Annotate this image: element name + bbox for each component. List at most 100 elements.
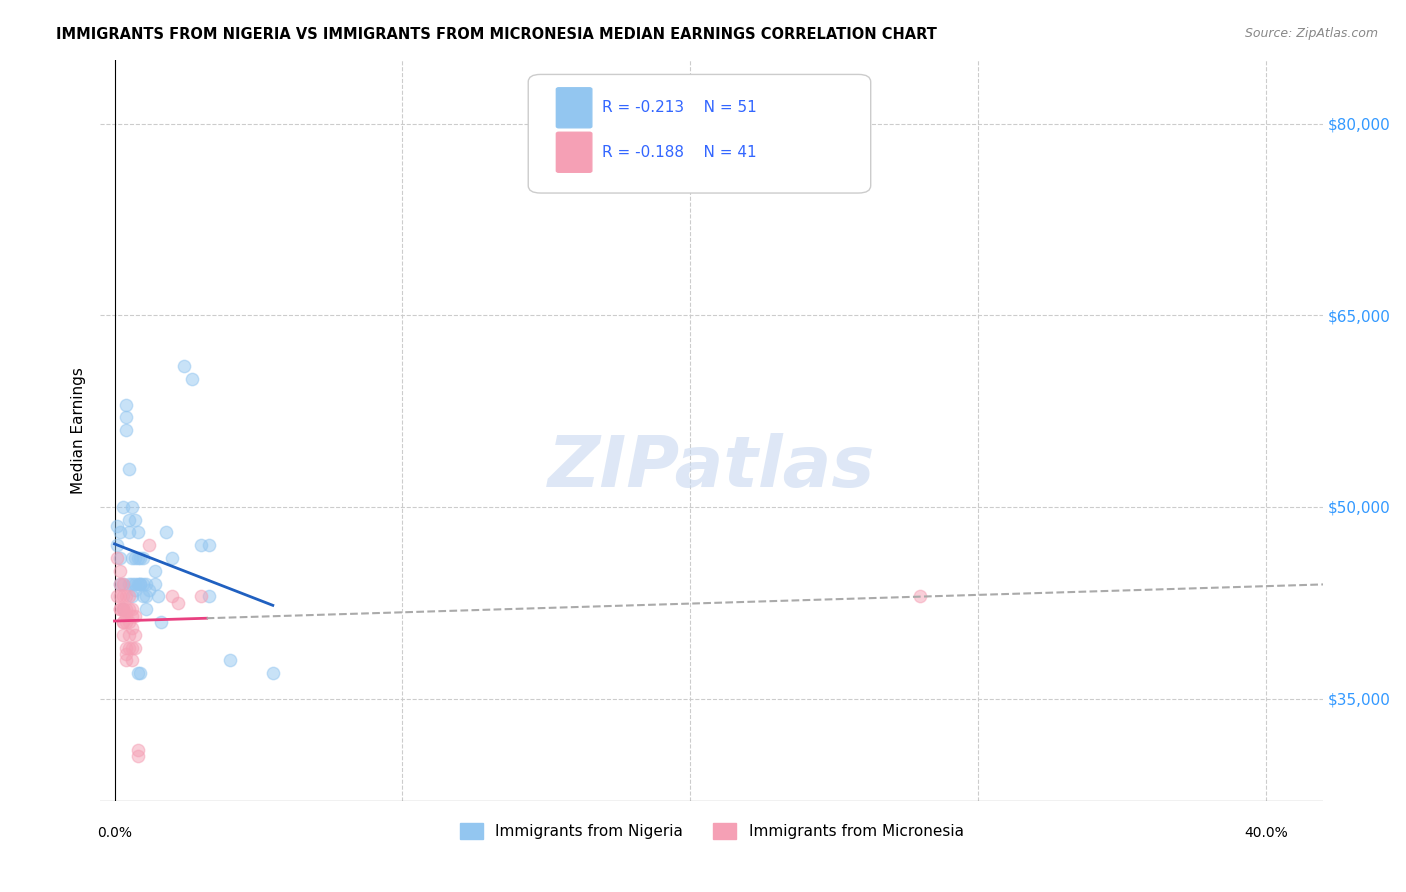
Text: R = -0.188    N = 41: R = -0.188 N = 41 bbox=[602, 145, 756, 160]
Point bbox=[121, 653, 143, 667]
Point bbox=[112, 590, 135, 604]
Point bbox=[112, 615, 135, 629]
Point bbox=[110, 525, 132, 540]
Point bbox=[198, 590, 221, 604]
Point bbox=[118, 513, 141, 527]
Point bbox=[118, 590, 141, 604]
Point bbox=[121, 602, 143, 616]
Point bbox=[118, 576, 141, 591]
Point bbox=[110, 551, 132, 566]
Point bbox=[115, 602, 138, 616]
Legend: Immigrants from Nigeria, Immigrants from Micronesia: Immigrants from Nigeria, Immigrants from… bbox=[454, 817, 970, 845]
Point bbox=[198, 538, 221, 552]
Point bbox=[110, 564, 132, 578]
Text: ZIPatlas: ZIPatlas bbox=[548, 433, 876, 502]
Point bbox=[118, 461, 141, 475]
Point bbox=[262, 666, 284, 681]
Point bbox=[115, 423, 138, 437]
Point bbox=[118, 640, 141, 655]
Point bbox=[121, 551, 143, 566]
Point bbox=[110, 576, 132, 591]
Point bbox=[110, 576, 132, 591]
Point bbox=[138, 582, 160, 597]
Point bbox=[105, 551, 128, 566]
Text: 40.0%: 40.0% bbox=[1244, 827, 1288, 840]
Point bbox=[129, 666, 152, 681]
Point bbox=[115, 410, 138, 425]
Point bbox=[118, 628, 141, 642]
Point bbox=[121, 621, 143, 635]
Point bbox=[115, 647, 138, 661]
Point bbox=[143, 576, 166, 591]
Text: IMMIGRANTS FROM NIGERIA VS IMMIGRANTS FROM MICRONESIA MEDIAN EARNINGS CORRELATIO: IMMIGRANTS FROM NIGERIA VS IMMIGRANTS FR… bbox=[56, 27, 938, 42]
Point bbox=[118, 525, 141, 540]
Point bbox=[129, 551, 152, 566]
Point bbox=[118, 615, 141, 629]
Point bbox=[127, 743, 149, 757]
Point bbox=[124, 576, 146, 591]
Point bbox=[132, 576, 155, 591]
Point bbox=[129, 576, 152, 591]
Text: Source: ZipAtlas.com: Source: ZipAtlas.com bbox=[1244, 27, 1378, 40]
Point bbox=[146, 590, 169, 604]
FancyBboxPatch shape bbox=[557, 87, 592, 128]
Point bbox=[112, 628, 135, 642]
Point bbox=[124, 513, 146, 527]
Point bbox=[110, 590, 132, 604]
Text: R = -0.213    N = 51: R = -0.213 N = 51 bbox=[602, 100, 756, 115]
Point bbox=[121, 590, 143, 604]
Point bbox=[115, 398, 138, 412]
Point bbox=[124, 628, 146, 642]
Point bbox=[124, 582, 146, 597]
Point bbox=[105, 519, 128, 533]
Point bbox=[166, 596, 188, 610]
Point bbox=[149, 615, 172, 629]
Point bbox=[115, 653, 138, 667]
Point bbox=[173, 359, 195, 374]
Point bbox=[121, 576, 143, 591]
Point bbox=[127, 749, 149, 764]
Point bbox=[143, 564, 166, 578]
Point bbox=[135, 576, 157, 591]
Point bbox=[127, 666, 149, 681]
Point bbox=[138, 538, 160, 552]
Point bbox=[160, 590, 183, 604]
Y-axis label: Median Earnings: Median Earnings bbox=[72, 367, 86, 493]
Text: 0.0%: 0.0% bbox=[97, 827, 132, 840]
Point bbox=[132, 590, 155, 604]
Point bbox=[190, 538, 212, 552]
Point bbox=[115, 615, 138, 629]
FancyBboxPatch shape bbox=[529, 74, 870, 193]
Point bbox=[105, 590, 128, 604]
Point bbox=[132, 551, 155, 566]
Point bbox=[110, 602, 132, 616]
Point bbox=[112, 615, 135, 629]
Point bbox=[115, 640, 138, 655]
Point bbox=[135, 602, 157, 616]
Point bbox=[112, 602, 135, 616]
Point bbox=[127, 525, 149, 540]
Point bbox=[124, 640, 146, 655]
Point bbox=[135, 590, 157, 604]
Point bbox=[115, 608, 138, 623]
Point bbox=[160, 551, 183, 566]
Point bbox=[129, 576, 152, 591]
Point bbox=[118, 602, 141, 616]
Point bbox=[121, 500, 143, 514]
Point bbox=[127, 551, 149, 566]
Point bbox=[910, 590, 932, 604]
Point bbox=[124, 551, 146, 566]
Point bbox=[112, 576, 135, 591]
Point bbox=[121, 640, 143, 655]
Point bbox=[190, 590, 212, 604]
Point bbox=[112, 576, 135, 591]
Point bbox=[181, 372, 204, 386]
Point bbox=[115, 590, 138, 604]
Point bbox=[155, 525, 177, 540]
Point bbox=[105, 538, 128, 552]
Point bbox=[112, 500, 135, 514]
Point bbox=[112, 602, 135, 616]
Point bbox=[121, 608, 143, 623]
Point bbox=[127, 576, 149, 591]
FancyBboxPatch shape bbox=[557, 132, 592, 172]
